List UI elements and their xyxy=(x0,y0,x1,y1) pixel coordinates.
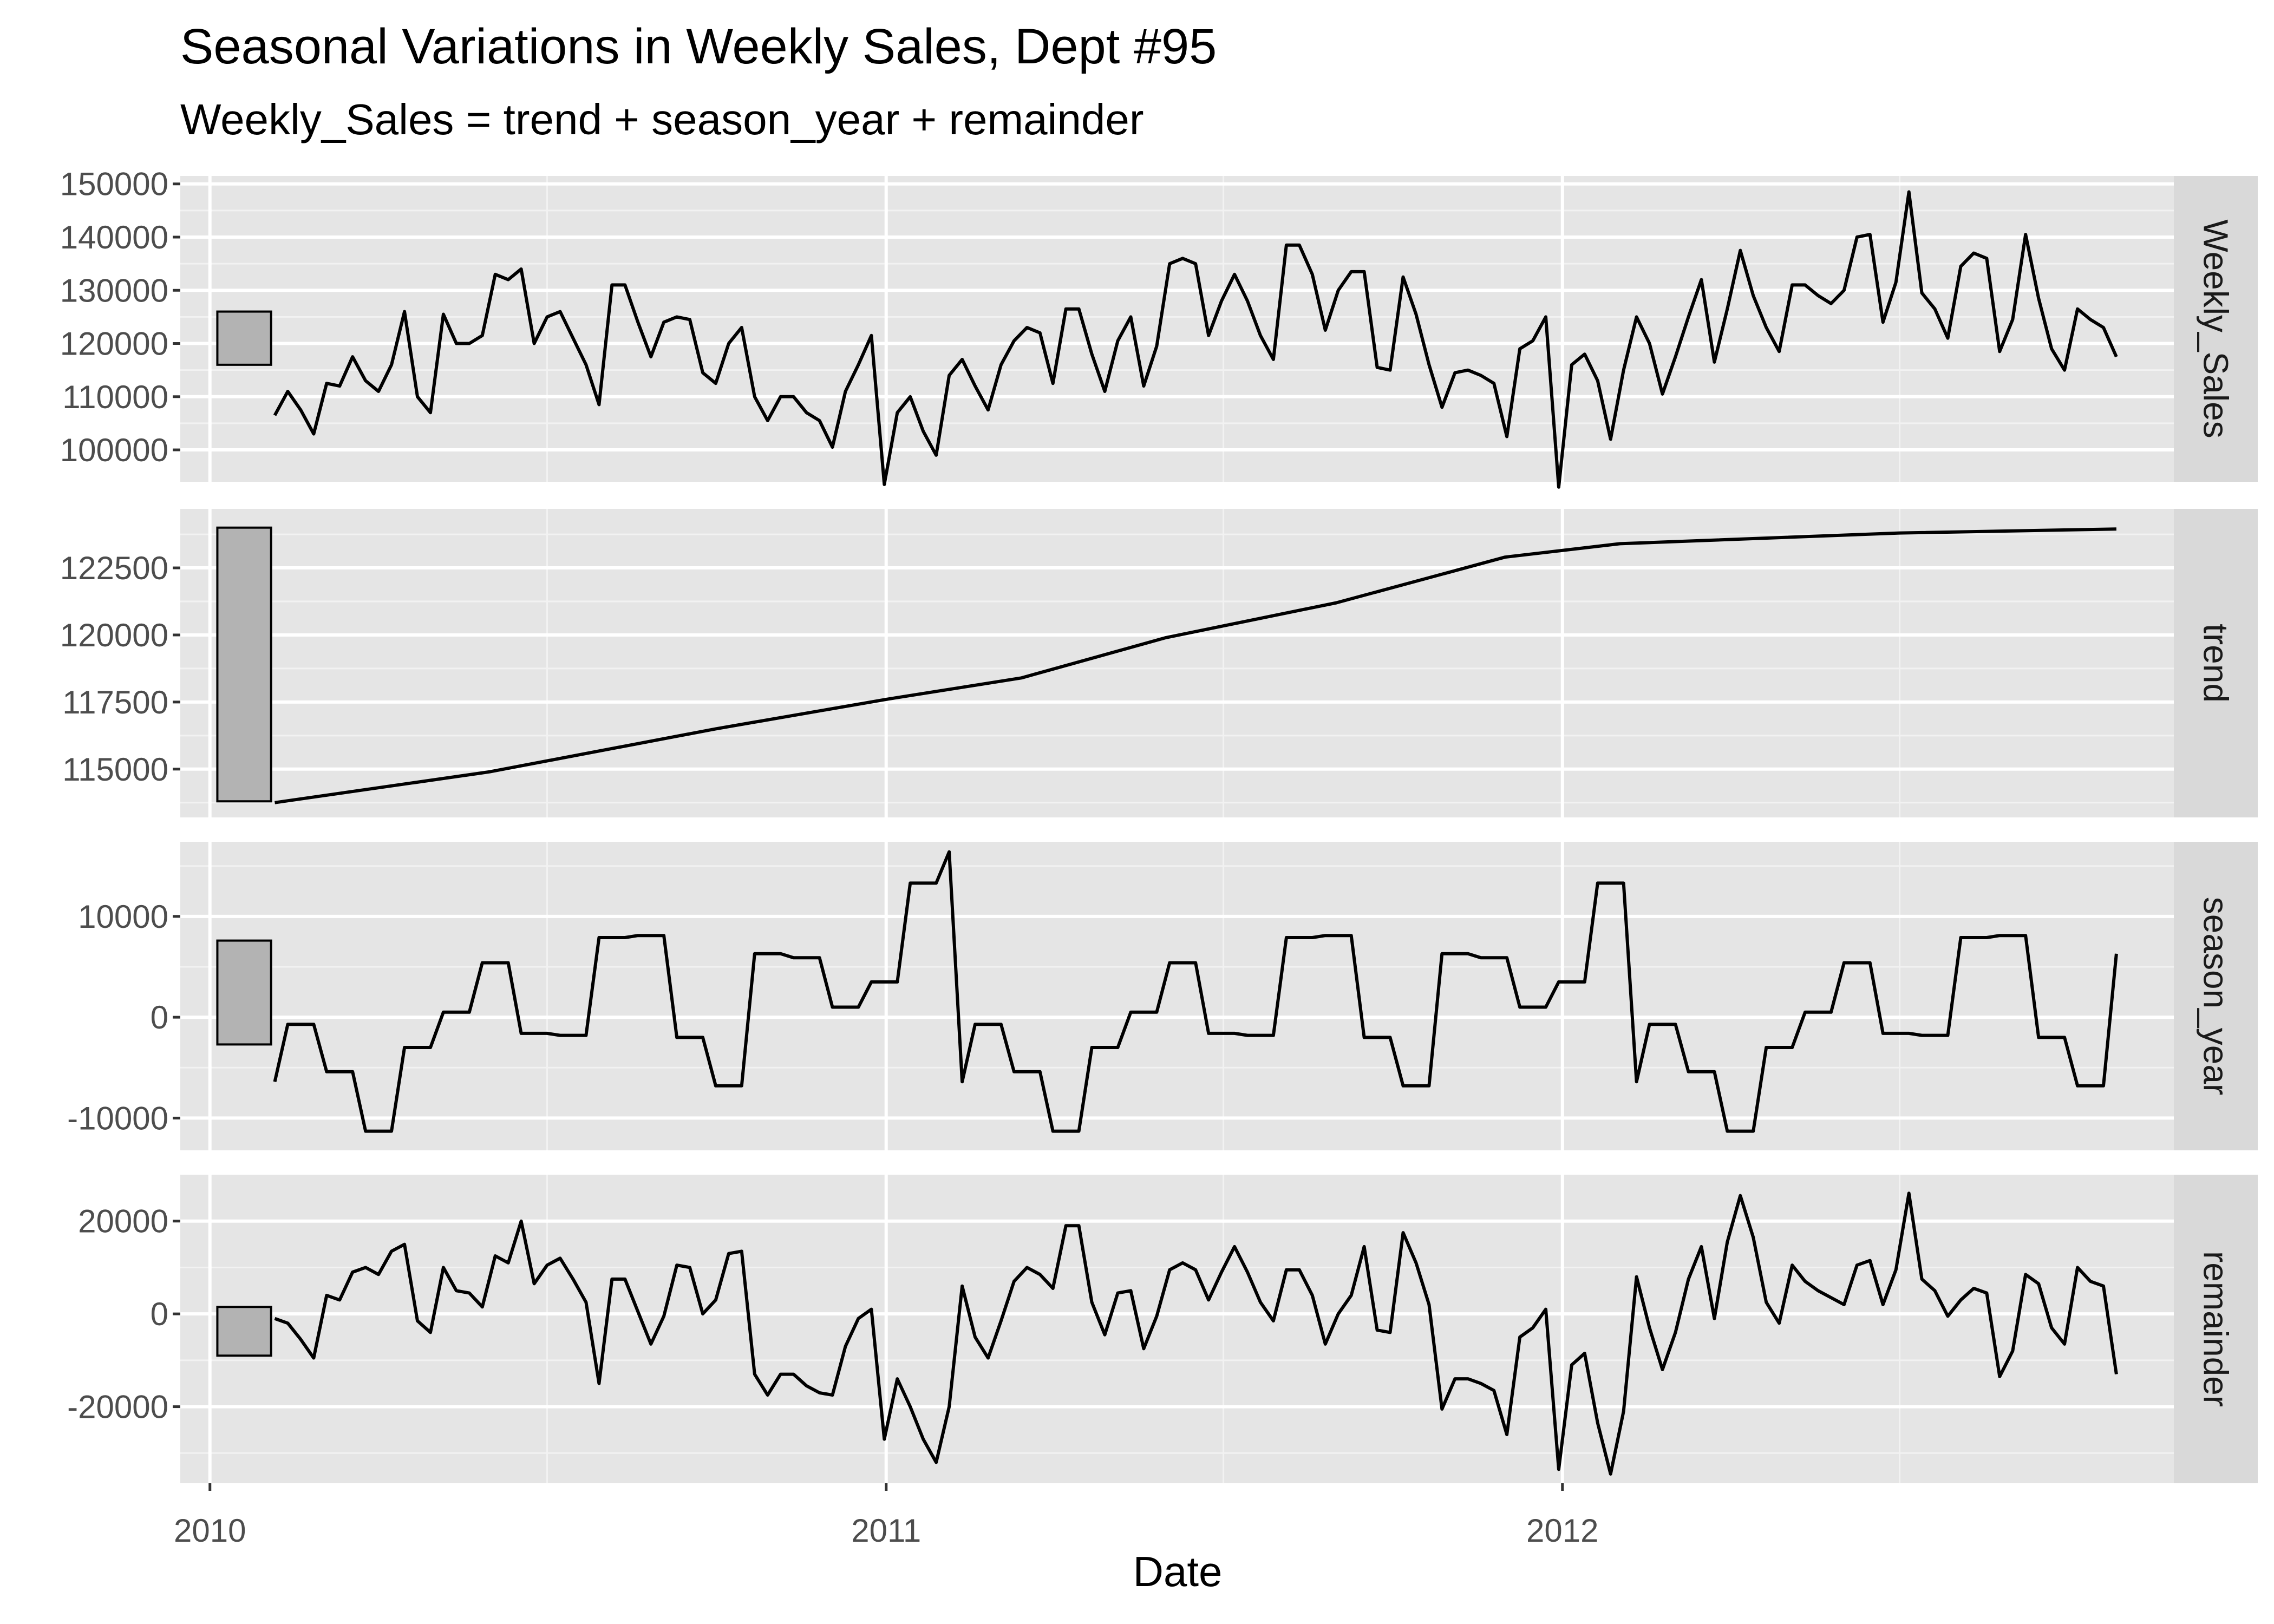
y-tick-label: 115000 xyxy=(62,751,168,788)
panel-background xyxy=(180,1175,2174,1483)
panel-remainder: -20000 0 20000 remainder xyxy=(67,1175,2258,1483)
series-line-season_year xyxy=(273,850,2118,1133)
y-tick-label: -10000 xyxy=(67,1100,168,1136)
x-tick-label: 2010 xyxy=(174,1512,246,1549)
y-tick-label: 122500 xyxy=(60,550,168,586)
y-tick-label: 120000 xyxy=(60,617,168,653)
scale-bar xyxy=(216,310,272,366)
facet-strip-label: Weekly_Sales xyxy=(2197,219,2236,438)
facet-strip-label: trend xyxy=(2197,624,2236,703)
x-tick-label: 2011 xyxy=(851,1512,921,1549)
panel-background xyxy=(180,176,2174,482)
facet-strip-label: remainder xyxy=(2197,1251,2236,1407)
y-tick-label: 100000 xyxy=(60,432,168,468)
x-axis-title: Date xyxy=(1133,1548,1223,1595)
x-tick-label: 2012 xyxy=(1526,1512,1598,1549)
y-tick-label: 120000 xyxy=(60,326,168,362)
scale-bar xyxy=(216,1306,272,1357)
chart-title: Seasonal Variations in Weekly Sales, Dep… xyxy=(180,19,1217,74)
y-tick-label: 0 xyxy=(151,1296,168,1332)
facet-strip-label: season_year xyxy=(2197,897,2236,1095)
y-tick-label: -20000 xyxy=(67,1389,168,1425)
y-tick-label: 110000 xyxy=(62,379,168,415)
y-tick-label: 130000 xyxy=(60,272,168,309)
chart-subtitle: Weekly_Sales = trend + season_year + rem… xyxy=(180,95,1144,143)
panel-Weekly_Sales: 100000 110000 120000 130000 140000 150000 Week… xyxy=(60,166,2258,489)
panel-background xyxy=(180,509,2174,817)
panel-season_year: -10000 0 10000 season_year xyxy=(67,842,2258,1150)
facet-panels: 100000110000120000130000140000150000Week… xyxy=(60,166,2258,1483)
panel-background xyxy=(180,842,2174,1150)
series-line-trend xyxy=(275,527,2116,804)
scale-bar xyxy=(216,526,272,803)
facet-strip xyxy=(2174,176,2258,482)
facet-strip xyxy=(2174,1175,2258,1483)
y-tick-label: 0 xyxy=(151,999,168,1036)
series-line-remainder xyxy=(274,1191,2118,1476)
panel-trend: 115000 117500 120000 122500 trend xyxy=(60,509,2258,817)
facet-strip xyxy=(2174,842,2258,1150)
series-line-Weekly_Sales xyxy=(273,190,2118,489)
y-tick-label: 117500 xyxy=(62,684,168,721)
x-axis: 2010 2011 2012 xyxy=(174,1483,1599,1549)
y-tick-label: 140000 xyxy=(60,219,168,256)
y-tick-label: 150000 xyxy=(60,166,168,202)
scale-bar xyxy=(216,939,272,1046)
y-tick-label: 20000 xyxy=(78,1203,168,1240)
y-tick-label: 10000 xyxy=(78,899,168,935)
facet-strip xyxy=(2174,509,2258,817)
